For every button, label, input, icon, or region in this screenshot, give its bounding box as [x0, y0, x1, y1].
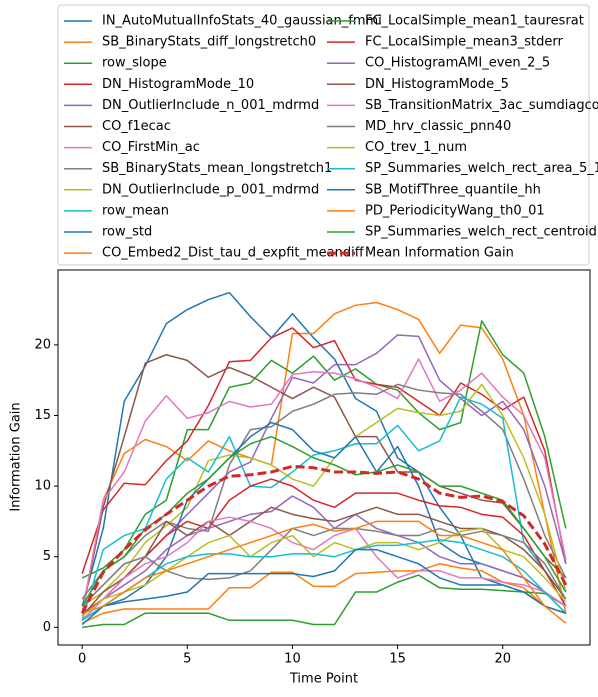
- legend-label: DN_HistogramMode_10: [102, 77, 254, 92]
- series-line: [81, 548, 567, 626]
- x-tick-label: 15: [389, 652, 406, 667]
- series-line: [81, 527, 567, 617]
- x-tick-label: 5: [183, 652, 191, 667]
- legend-label: row_mean: [102, 203, 169, 218]
- legend-label: CO_trev_1_num: [365, 140, 467, 155]
- y-tick-label: 15: [34, 408, 51, 423]
- legend-label: CO_f1ecac: [102, 119, 171, 134]
- legend-label: DN_OutlierInclude_p_001_mdrmd: [102, 182, 319, 197]
- legend-label: FC_LocalSimple_mean3_stderr: [365, 35, 564, 50]
- series-line: [81, 539, 567, 621]
- legend-label: SP_Summaries_welch_rect_centroid: [365, 225, 597, 240]
- series-line: [81, 435, 567, 607]
- legend-label: SB_TransitionMatrix_3ac_sumdiagcov: [365, 98, 598, 113]
- legend-label: FC_LocalSimple_mean1_tauresrat: [365, 14, 584, 29]
- y-tick-label: 5: [43, 549, 51, 564]
- plot-frame: [57, 269, 591, 646]
- x-axis-label: Time Point: [289, 672, 358, 687]
- legend-label: SP_Summaries_welch_rect_area_5_1: [365, 161, 598, 176]
- legend-label: row_std: [102, 225, 152, 240]
- legend-label: CO_Embed2_Dist_tau_d_expfit_meandiff: [102, 246, 365, 261]
- legend-label: MD_hrv_classic_pnn40: [365, 119, 511, 134]
- series-line: [81, 353, 567, 614]
- series-line: [81, 383, 567, 600]
- series-line: [81, 563, 567, 624]
- x-tick-label: 10: [284, 652, 301, 667]
- legend-label: DN_OutlierInclude_n_001_mdrmd: [102, 98, 319, 113]
- y-tick-label: 0: [43, 620, 51, 635]
- legend-label: SB_BinaryStats_diff_longstretch0: [102, 35, 316, 50]
- legend-box: [57, 4, 590, 266]
- legend-label: SB_MotifThree_quantile_hh: [365, 182, 541, 197]
- series-line: [81, 301, 567, 614]
- series-line: [81, 396, 567, 621]
- legend-label: row_slope: [102, 56, 167, 71]
- series-line: [81, 358, 567, 614]
- legend-label: SB_BinaryStats_mean_longstretch1: [102, 161, 332, 176]
- y-tick-label: 20: [34, 337, 51, 352]
- legend-label: IN_AutoMutualInfoStats_40_gaussian_fmmi: [102, 14, 382, 29]
- legend-label: CO_HistogramAMI_even_2_5: [365, 56, 550, 71]
- series-line: [81, 478, 567, 614]
- series-line: [81, 506, 567, 617]
- legend-label: CO_FirstMin_ac: [102, 140, 200, 155]
- series-line: [81, 516, 567, 621]
- y-tick-label: 10: [34, 479, 51, 494]
- x-tick-label: 20: [494, 652, 511, 667]
- legend-label: DN_HistogramMode_5: [365, 77, 509, 92]
- legend-label: PD_PeriodicityWang_th0_01: [365, 203, 545, 218]
- series-line: [82, 574, 567, 629]
- series-line: [81, 520, 567, 624]
- y-axis-label: Information Gain: [9, 402, 24, 511]
- series-line: [81, 320, 567, 579]
- series-line: [81, 327, 567, 574]
- series-line: [80, 464, 568, 614]
- x-tick-label: 0: [78, 652, 86, 667]
- legend-label: Mean Information Gain: [365, 246, 514, 261]
- series-line: [81, 495, 567, 621]
